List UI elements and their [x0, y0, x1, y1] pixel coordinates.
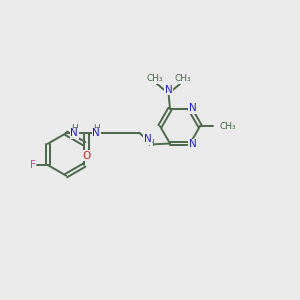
- Text: N: N: [92, 128, 100, 138]
- Text: N: N: [144, 134, 152, 144]
- Text: O: O: [82, 151, 91, 161]
- Text: N: N: [188, 139, 196, 149]
- Text: H: H: [147, 139, 154, 148]
- Text: N: N: [188, 103, 196, 113]
- Text: CH₃: CH₃: [174, 74, 191, 83]
- Text: H: H: [71, 124, 78, 133]
- Text: CH₃: CH₃: [146, 74, 163, 83]
- Text: N: N: [70, 128, 78, 138]
- Text: CH₃: CH₃: [219, 122, 236, 130]
- Text: F: F: [30, 160, 36, 170]
- Text: H: H: [93, 124, 100, 133]
- Text: N: N: [165, 85, 172, 95]
